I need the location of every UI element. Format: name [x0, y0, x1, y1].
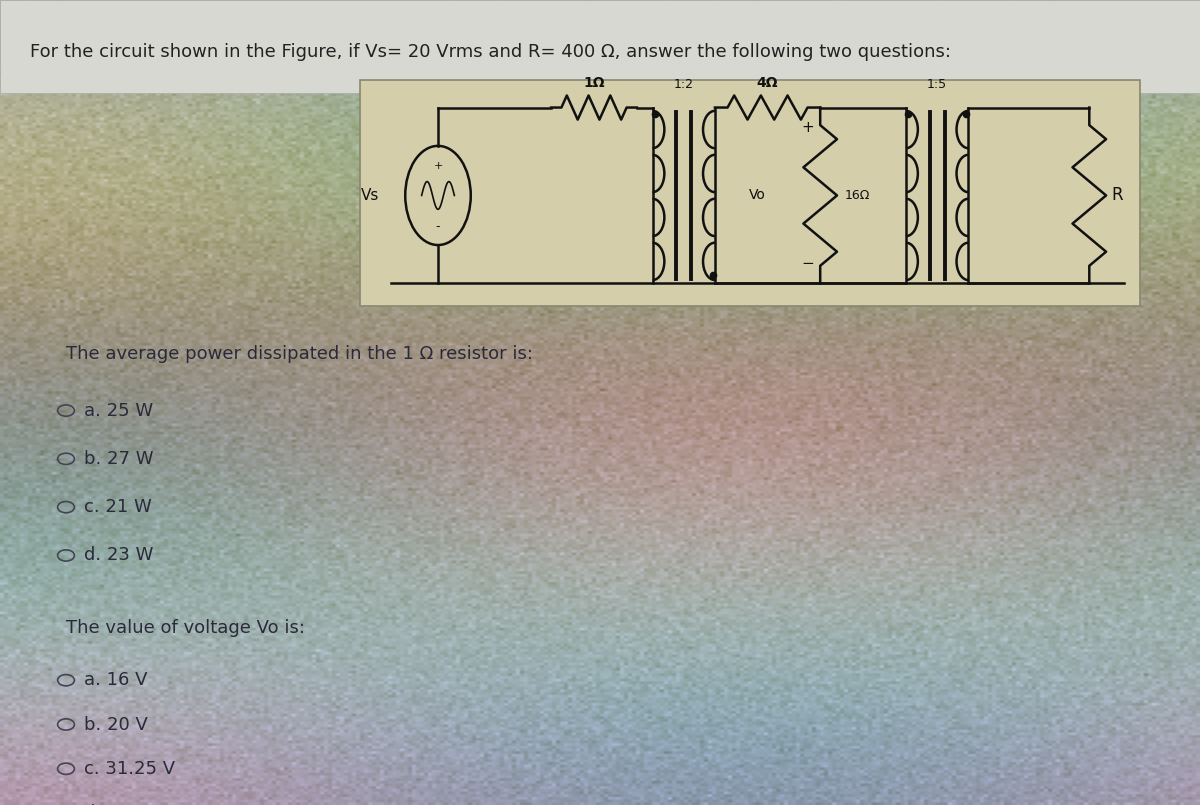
Text: For the circuit shown in the Figure, if Vs= 20 Vrms and R= 400 Ω, answer the fol: For the circuit shown in the Figure, if … [30, 43, 952, 61]
Text: 4Ω: 4Ω [757, 76, 779, 90]
Text: b. 20 V: b. 20 V [84, 716, 148, 733]
Text: Vs: Vs [361, 188, 379, 203]
Text: 1:2: 1:2 [673, 78, 694, 92]
Text: c. 31.25 V: c. 31.25 V [84, 760, 175, 778]
Text: a. 25 W: a. 25 W [84, 402, 154, 419]
Text: c. 21 W: c. 21 W [84, 498, 151, 516]
Text: Vo: Vo [749, 188, 766, 202]
Bar [360, 80, 1140, 306]
Text: a. 16 V: a. 16 V [84, 671, 148, 689]
Text: d. 23 W: d. 23 W [84, 547, 154, 564]
Text: +: + [802, 120, 815, 135]
Text: -: - [436, 221, 440, 233]
Text: +: + [433, 161, 443, 171]
Text: The value of voltage Vo is:: The value of voltage Vo is: [66, 619, 305, 637]
Text: 1:5: 1:5 [928, 78, 947, 92]
Text: b. 27 W: b. 27 W [84, 450, 154, 468]
Bar [0, 0, 1200, 93]
Ellipse shape [406, 146, 470, 245]
Text: 16Ω: 16Ω [845, 189, 870, 202]
Text: d. 25 V: d. 25 V [84, 804, 148, 805]
Text: The average power dissipated in the 1 Ω resistor is:: The average power dissipated in the 1 Ω … [66, 345, 533, 363]
Text: −: − [802, 256, 815, 270]
Text: R: R [1111, 187, 1122, 204]
Text: 1Ω: 1Ω [583, 76, 605, 90]
